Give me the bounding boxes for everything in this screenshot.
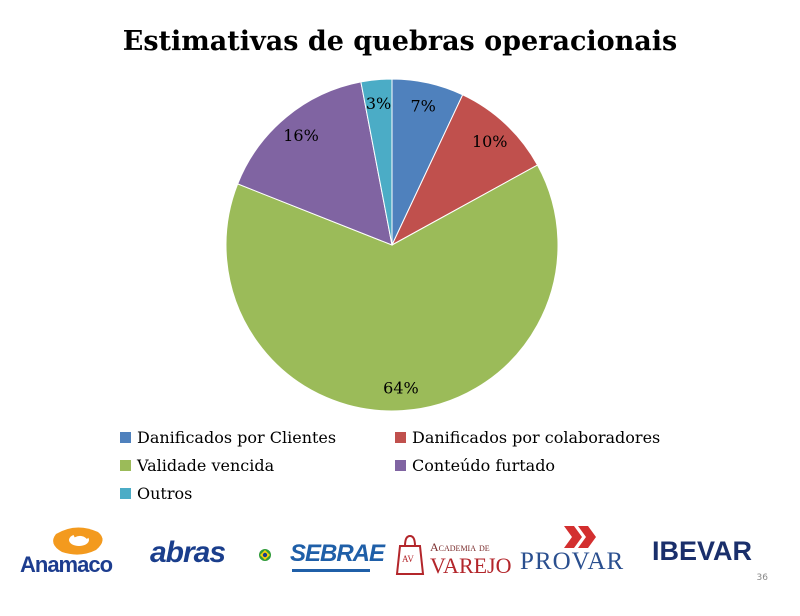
academia-line1: Academia de bbox=[430, 540, 490, 554]
legend-item-3: Conteúdo furtado bbox=[395, 456, 555, 475]
legend-label-4: Outros bbox=[137, 484, 193, 503]
pie-data-label-2: 64% bbox=[383, 378, 419, 397]
abras-text: abras bbox=[150, 536, 226, 569]
brazil-flag-icon bbox=[259, 549, 271, 561]
sponsor-logos: Anamaco abras SEBRAE AV Academia de VARE… bbox=[0, 520, 800, 590]
anamaco-text: Anamaco bbox=[20, 552, 113, 577]
legend-swatch-4 bbox=[120, 488, 131, 499]
pie-chart: 7% 10% 64% 16% 3% bbox=[225, 78, 559, 412]
legend-label-3: Conteúdo furtado bbox=[412, 456, 556, 475]
legend-item-1: Danificados por colaboradores bbox=[395, 428, 660, 447]
legend-item-0: Danificados por Clientes bbox=[120, 428, 336, 447]
legend-label-0: Danificados por Clientes bbox=[137, 428, 337, 447]
sebrae-logo: SEBRAE bbox=[290, 540, 385, 580]
academia-line2: VAREJO bbox=[430, 553, 512, 578]
pie-data-label-3: 16% bbox=[283, 126, 319, 145]
pie-data-label-4: 3% bbox=[366, 94, 391, 113]
ibevar-logo: IBEVAR bbox=[652, 536, 777, 576]
anamaco-mark-icon bbox=[53, 527, 103, 555]
legend-item-2: Validade vencida bbox=[120, 456, 274, 475]
legend-label-1: Danificados por colaboradores bbox=[412, 428, 661, 447]
pie-slice-4 bbox=[360, 78, 393, 246]
ibevar-text: IBEVAR bbox=[652, 536, 753, 566]
anamaco-logo: Anamaco bbox=[18, 522, 138, 580]
legend-swatch-1 bbox=[395, 432, 406, 443]
legend-label-2: Validade vencida bbox=[137, 456, 275, 475]
provar-text: PROVAR bbox=[520, 548, 625, 575]
sebrae-text: SEBRAE bbox=[290, 540, 385, 567]
legend-swatch-3 bbox=[395, 460, 406, 471]
legend-swatch-2 bbox=[120, 460, 131, 471]
abras-logo: abras bbox=[150, 536, 275, 576]
pie-slice-1 bbox=[390, 94, 539, 247]
legend-item-4: Outros bbox=[120, 484, 192, 503]
page-number: 36 bbox=[756, 573, 768, 583]
pie-data-label-0: 7% bbox=[410, 97, 435, 116]
chart-title: Estimativas de quebras operacionais bbox=[122, 26, 678, 57]
provar-logo: PROVAR bbox=[520, 526, 645, 582]
pie-slice-3 bbox=[237, 81, 393, 246]
provar-mark-icon bbox=[564, 526, 596, 548]
legend-swatch-0 bbox=[120, 432, 131, 443]
sebrae-underline bbox=[292, 569, 370, 572]
academia-mark-text: AV bbox=[402, 554, 414, 564]
academia-de-varejo-logo: AV Academia de VAREJO bbox=[395, 528, 520, 584]
pie-data-label-1: 10% bbox=[472, 132, 508, 151]
pie-slice-2 bbox=[225, 164, 559, 412]
shopping-bag-icon bbox=[395, 534, 425, 575]
